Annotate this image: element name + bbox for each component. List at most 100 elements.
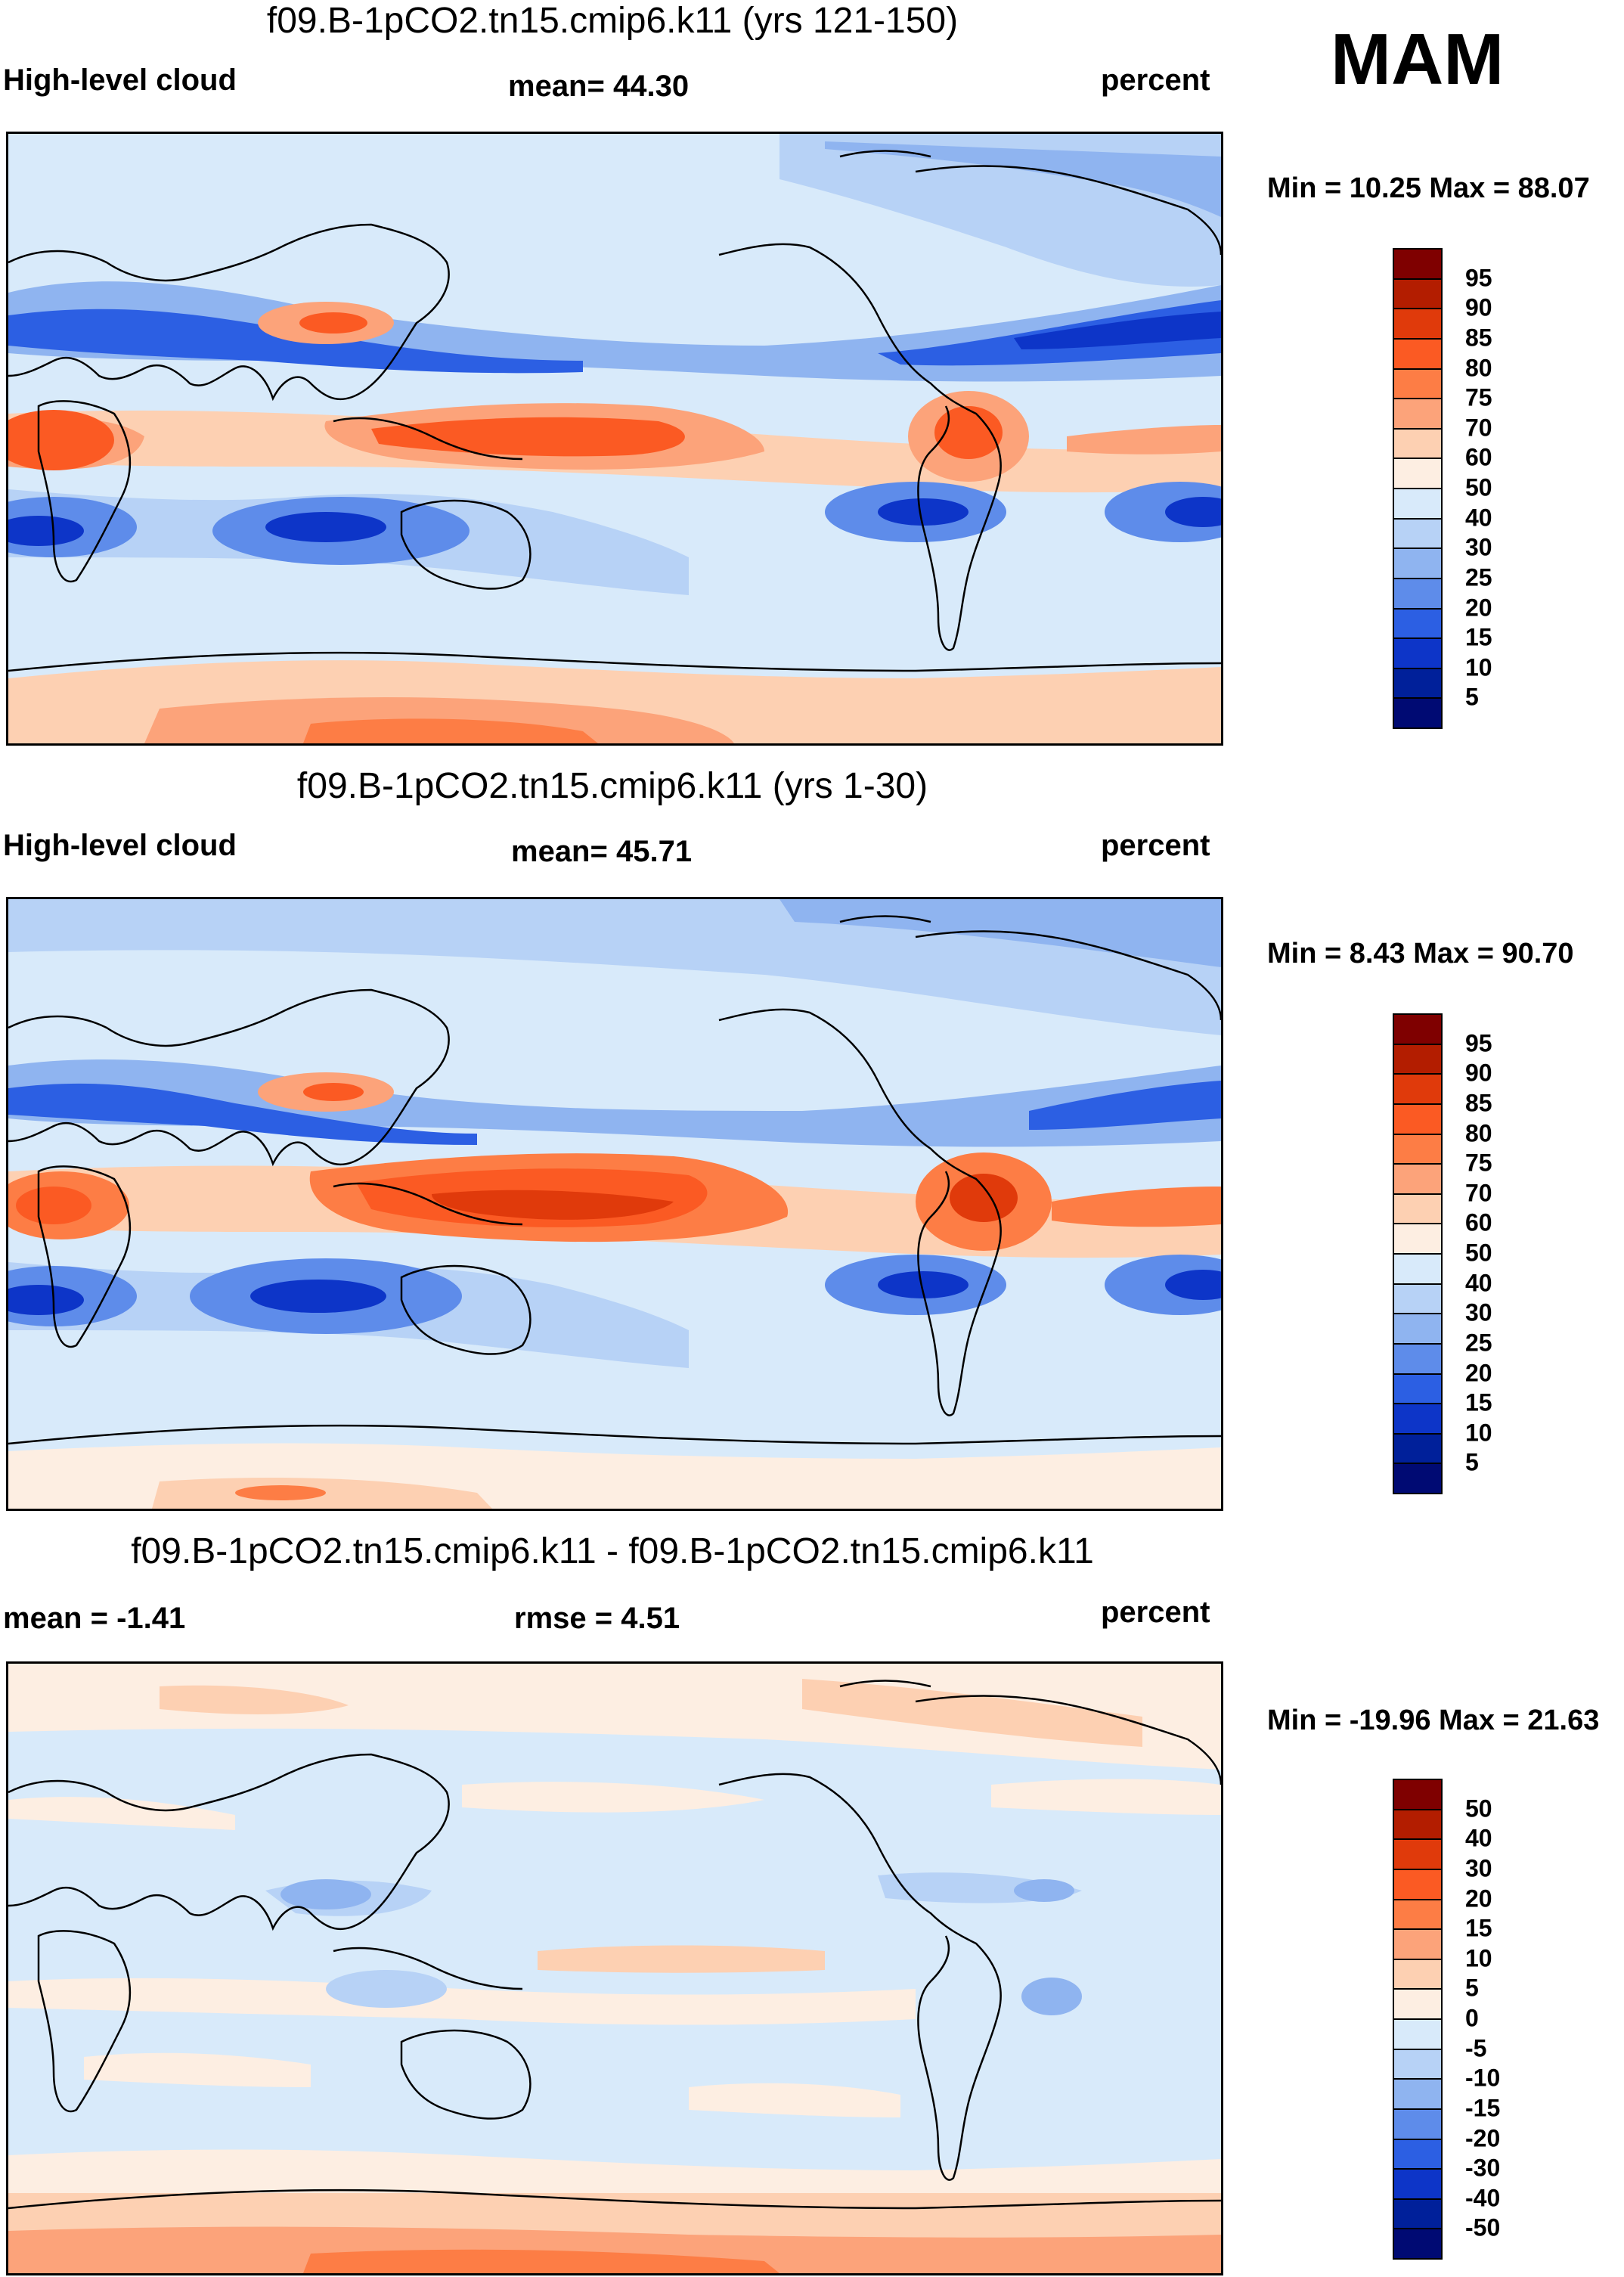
colorbar-tick-label: 50 (1465, 473, 1492, 501)
colorbar-tick-label: 25 (1465, 1329, 1492, 1357)
panel-2-title: f09.B-1pCO2.tn15.cmip6.k11 (yrs 1-30) (296, 766, 928, 806)
colorbar-cell (1393, 1223, 1443, 1255)
season-label: MAM (1331, 19, 1505, 100)
colorbar-tick-label: 80 (1465, 1119, 1492, 1146)
colorbar-cell (1393, 2228, 1443, 2260)
colorbar-cell (1393, 2018, 1443, 2050)
panel-2-minmax: Min = 8.43 Max = 90.70 (1267, 938, 1574, 969)
colorbar-cell (1393, 1779, 1443, 1810)
colorbar-tick-label: 95 (1465, 264, 1492, 292)
panel-3-map (6, 1661, 1223, 2275)
panel-3-mean-label: mean = -1.41 (3, 1602, 186, 1635)
colorbar-cell (1393, 1043, 1443, 1075)
colorbar-cell (1393, 607, 1443, 640)
colorbar-tick-label: 20 (1465, 1885, 1492, 1912)
colorbar-cell (1393, 1838, 1443, 1870)
colorbar-cell (1393, 1928, 1443, 1960)
colorbar-tick-label: 40 (1465, 1269, 1492, 1297)
colorbar-cell (1393, 1193, 1443, 1225)
colorbar-tick-label: 85 (1465, 324, 1492, 352)
panel-1-colorbar (1393, 248, 1446, 729)
colorbar-cell (1393, 517, 1443, 550)
colorbar-tick-label: 5 (1465, 1448, 1479, 1476)
colorbar-cell (1393, 1013, 1443, 1045)
colorbar-cell (1393, 458, 1443, 489)
colorbar-tick-label: 10 (1465, 1944, 1492, 1972)
panel-2-mean-label: mean= 45.71 (511, 835, 693, 868)
panel-2-units-label: percent (1101, 829, 1210, 862)
colorbar-tick-label: -5 (1465, 2034, 1487, 2062)
panel-1-title: f09.B-1pCO2.tn15.cmip6.k11 (yrs 121-150) (266, 1, 959, 41)
colorbar-tick-label: 75 (1465, 1149, 1492, 1177)
colorbar-cell (1393, 1463, 1443, 1494)
colorbar-cell (1393, 2048, 1443, 2080)
panel-1-map (6, 132, 1223, 746)
colorbar-tick-label: 90 (1465, 293, 1492, 321)
colorbar-cell (1393, 1868, 1443, 1900)
colorbar-tick-label: 50 (1465, 1795, 1492, 1823)
panel-2-colorbar (1393, 1013, 1446, 1494)
panel-1-units-label: percent (1101, 64, 1210, 97)
colorbar-cell (1393, 1133, 1443, 1165)
colorbar-cell (1393, 548, 1443, 579)
colorbar-tick-label: 25 (1465, 563, 1492, 591)
panel-1-map-svg (8, 134, 1221, 743)
colorbar-tick-label: 75 (1465, 383, 1492, 411)
panel-1-minmax: Min = 10.25 Max = 88.07 (1267, 172, 1590, 204)
colorbar-cell (1393, 667, 1443, 700)
colorbar-cell (1393, 308, 1443, 340)
colorbar-tick-label: 30 (1465, 1298, 1492, 1326)
colorbar-cell (1393, 1163, 1443, 1195)
panel-3-title: f09.B-1pCO2.tn15.cmip6.k11 - f09.B-1pCO2… (131, 1531, 1094, 1571)
colorbar-tick-label: 90 (1465, 1059, 1492, 1087)
colorbar-tick-label: 15 (1465, 623, 1492, 651)
colorbar-cell (1393, 1988, 1443, 2020)
colorbar-cell (1393, 2108, 1443, 2140)
panel-1-variable-label: High-level cloud (3, 64, 237, 97)
colorbar-tick-label: 5 (1465, 683, 1479, 711)
colorbar-tick-label: 70 (1465, 1179, 1492, 1207)
colorbar-tick-label: -50 (1465, 2213, 1501, 2241)
colorbar-cell (1393, 1103, 1443, 1135)
panel-3-rmse-label: rmse = 4.51 (514, 1602, 680, 1635)
colorbar-cell (1393, 1403, 1443, 1435)
colorbar-cell (1393, 2168, 1443, 2200)
colorbar-cell (1393, 278, 1443, 310)
colorbar-tick-label: 30 (1465, 1854, 1492, 1882)
panel-1-mean-label: mean= 44.30 (508, 70, 690, 103)
colorbar-tick-label: 40 (1465, 1824, 1492, 1852)
colorbar-cell (1393, 577, 1443, 610)
panel-3-map-svg (8, 1664, 1221, 2273)
colorbar-cell (1393, 1898, 1443, 1931)
colorbar-cell (1393, 248, 1443, 280)
panel-3-units-label: percent (1101, 1596, 1210, 1629)
colorbar-tick-label: 40 (1465, 504, 1492, 532)
colorbar-cell (1393, 637, 1443, 669)
colorbar-cell (1393, 1283, 1443, 1315)
panel-3-minmax: Min = -19.96 Max = 21.63 (1267, 1705, 1600, 1736)
colorbar-cell (1393, 1313, 1443, 1345)
colorbar-tick-label: 20 (1465, 1359, 1492, 1386)
colorbar-cell (1393, 2078, 1443, 2110)
colorbar-tick-label: 5 (1465, 1974, 1479, 2002)
colorbar-cell (1393, 1958, 1443, 1990)
colorbar-cell (1393, 1073, 1443, 1105)
colorbar-cell (1393, 2198, 1443, 2230)
colorbar-cell (1393, 2138, 1443, 2170)
colorbar-cell (1393, 427, 1443, 460)
colorbar-cell (1393, 368, 1443, 400)
colorbar-tick-label: 50 (1465, 1239, 1492, 1267)
colorbar-tick-label: 15 (1465, 1914, 1492, 1942)
colorbar-cell (1393, 1432, 1443, 1465)
colorbar-cell (1393, 697, 1443, 729)
colorbar-cell (1393, 1373, 1443, 1405)
colorbar-tick-label: 15 (1465, 1388, 1492, 1416)
colorbar-tick-label: 80 (1465, 354, 1492, 381)
colorbar-tick-label: 0 (1465, 2004, 1479, 2032)
panel-2-map-svg (8, 899, 1221, 1509)
colorbar-tick-label: 60 (1465, 1208, 1492, 1236)
colorbar-tick-label: -30 (1465, 2154, 1501, 2182)
colorbar-tick-label: -10 (1465, 2064, 1501, 2092)
panel-2-variable-label: High-level cloud (3, 829, 237, 862)
colorbar-cell (1393, 488, 1443, 520)
